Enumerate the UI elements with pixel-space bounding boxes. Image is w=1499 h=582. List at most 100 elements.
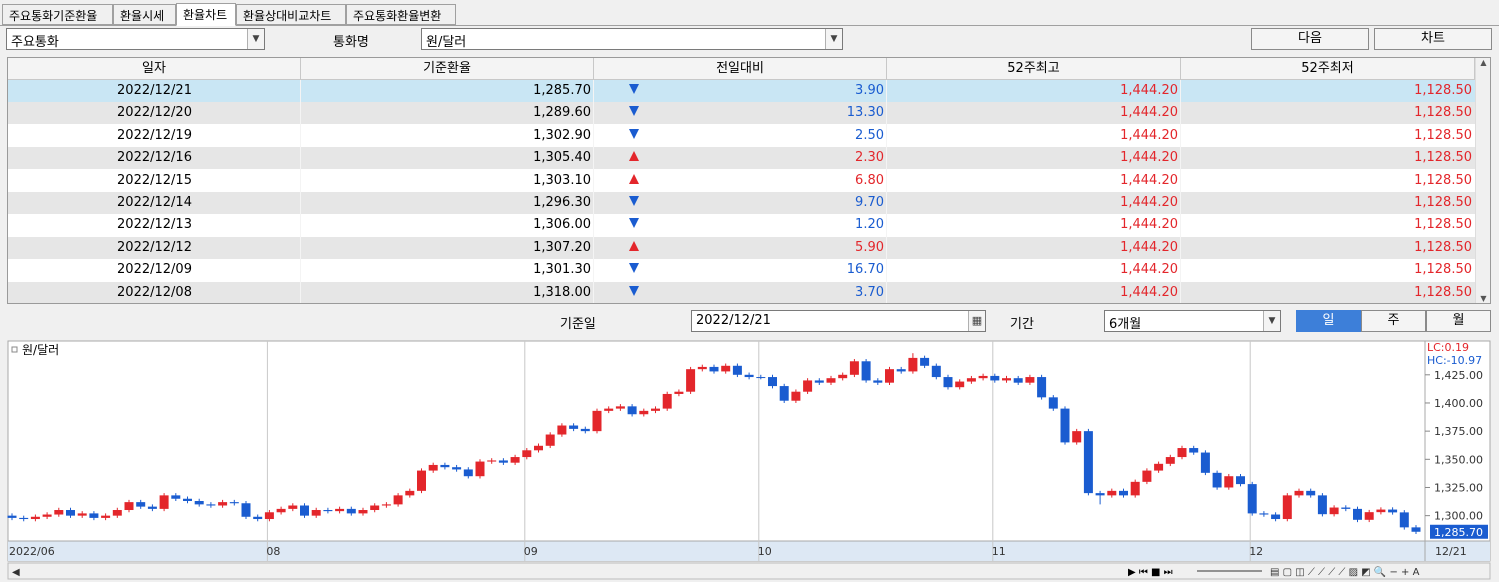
table-row[interactable] bbox=[8, 147, 1475, 170]
candle-body bbox=[1236, 476, 1245, 485]
direction-arrow bbox=[629, 196, 639, 206]
table-cell: 2022/12/15 bbox=[117, 172, 192, 188]
x-tick-label: 09 bbox=[524, 545, 538, 558]
week-button[interactable]: 주 bbox=[1361, 310, 1426, 332]
candle-body bbox=[849, 361, 859, 375]
candle-body bbox=[1376, 509, 1386, 513]
candle-body bbox=[194, 501, 204, 505]
table-cell: 2022/12/14 bbox=[117, 195, 192, 210]
chart-button[interactable]: 차트 bbox=[1374, 28, 1492, 50]
candle-body bbox=[1341, 507, 1351, 509]
candle-body bbox=[1107, 490, 1117, 496]
tab[interactable]: 환율상대비교차트 bbox=[236, 4, 346, 25]
direction-arrow bbox=[629, 128, 639, 139]
next-button[interactable]: 다음 bbox=[1251, 28, 1369, 50]
column-header: 일자 bbox=[8, 58, 301, 80]
candle-body bbox=[171, 495, 181, 499]
candle-body bbox=[1119, 490, 1128, 496]
direction-arrow bbox=[629, 151, 639, 162]
candle-body bbox=[873, 380, 883, 383]
direction-arrow bbox=[629, 240, 639, 251]
table-cell: 1,302.90 bbox=[533, 127, 591, 143]
table-cell: 1,444.20 bbox=[1120, 262, 1178, 278]
y-tick-label: 1,425.00 bbox=[1434, 369, 1483, 382]
candle-body bbox=[1095, 493, 1105, 496]
table-cell: 1,128.50 bbox=[1414, 217, 1472, 233]
tool-icons[interactable]: ▤ ▢ ◫ ⟋ ⟋ ⟋ ⟋ ▨ ◩ 🔍 − + A bbox=[1270, 565, 1420, 578]
direction-arrow bbox=[629, 84, 639, 94]
candle-body bbox=[721, 365, 731, 372]
candle-body bbox=[896, 369, 906, 372]
candle-body bbox=[77, 513, 87, 516]
candle-body bbox=[346, 508, 356, 514]
candle-body bbox=[475, 461, 485, 477]
candle-body bbox=[651, 408, 660, 411]
table-row[interactable] bbox=[8, 236, 1475, 259]
day-button[interactable]: 일 bbox=[1296, 310, 1361, 332]
table-cell: 1,128.50 bbox=[1414, 239, 1472, 255]
tab[interactable]: 환율시세 bbox=[113, 4, 176, 25]
legend-label: 원/달러 bbox=[22, 343, 59, 357]
scrollbar[interactable]: ▲ ▼ bbox=[1475, 58, 1490, 303]
candle-body bbox=[1177, 448, 1187, 458]
candle-body bbox=[803, 380, 813, 392]
direction-arrow bbox=[629, 173, 639, 184]
currency-label: 통화명 bbox=[333, 35, 369, 50]
candle-body bbox=[580, 428, 590, 432]
candle-body bbox=[1411, 527, 1421, 532]
candle-body bbox=[1025, 377, 1035, 383]
column-rule bbox=[886, 80, 887, 303]
date-input[interactable]: 2022/12/21 ▦ bbox=[691, 310, 986, 332]
candle-body bbox=[7, 515, 17, 518]
table-cell: 1,444.20 bbox=[1120, 105, 1178, 121]
period-select[interactable]: 6개월 ▼ bbox=[1104, 310, 1281, 332]
table-row[interactable] bbox=[8, 192, 1475, 214]
table-row[interactable] bbox=[8, 102, 1475, 125]
table-row[interactable] bbox=[8, 124, 1475, 147]
bottom-scrollbar[interactable] bbox=[7, 562, 1491, 580]
table-cell: 1,303.10 bbox=[533, 172, 591, 188]
candle-body bbox=[89, 513, 99, 518]
month-button[interactable]: 월 bbox=[1426, 310, 1491, 332]
candle-body bbox=[253, 516, 263, 520]
candle-body bbox=[323, 510, 333, 512]
table-row[interactable] bbox=[8, 281, 1475, 303]
tab[interactable]: 주요통화기준환율 bbox=[2, 4, 113, 25]
candle-body bbox=[276, 508, 286, 513]
candle-body bbox=[522, 450, 532, 458]
table-row[interactable] bbox=[8, 80, 1475, 102]
y-tick-label: 1,300.00 bbox=[1434, 510, 1483, 523]
period-label: 기간 bbox=[1010, 317, 1034, 332]
candle-body bbox=[498, 460, 508, 463]
group-select[interactable]: 주요통화 ▼ bbox=[6, 28, 265, 50]
table-cell: 9.70 bbox=[855, 195, 884, 210]
candle-body bbox=[709, 366, 719, 372]
column-header: 기준환율 bbox=[301, 58, 594, 80]
scroll-left[interactable]: ◀ bbox=[12, 567, 20, 578]
tab[interactable]: 주요통화환율변환 bbox=[346, 4, 456, 25]
table-row[interactable] bbox=[8, 259, 1475, 282]
candle-body bbox=[1072, 431, 1082, 443]
candle-body bbox=[955, 381, 965, 388]
table-cell: 1,318.00 bbox=[533, 284, 591, 300]
legend-swatch bbox=[11, 346, 18, 353]
candle-body bbox=[545, 434, 555, 446]
chart-controls[interactable]: ▶ ⏮ ■ ⏭ bbox=[1128, 567, 1173, 578]
candle-body bbox=[838, 374, 848, 379]
y-tick-label: 1,375.00 bbox=[1434, 425, 1483, 438]
table-row[interactable] bbox=[8, 214, 1475, 237]
x-tick-label: 12 bbox=[1249, 545, 1263, 558]
candle-body bbox=[1224, 476, 1234, 488]
currency-select[interactable]: 원/달러 ▼ bbox=[421, 28, 843, 50]
candle-body bbox=[1060, 408, 1070, 443]
table-cell: 1,128.50 bbox=[1414, 284, 1472, 300]
table-cell: 1,128.50 bbox=[1414, 172, 1472, 188]
table-cell: 1,128.50 bbox=[1414, 127, 1472, 143]
table-cell: 1,128.50 bbox=[1414, 83, 1472, 98]
table-row[interactable] bbox=[8, 169, 1475, 192]
candle-body bbox=[452, 467, 462, 470]
tab[interactable]: 환율차트 bbox=[176, 3, 236, 26]
table-cell: 1,289.60 bbox=[533, 105, 591, 121]
y-tick-label: 1,325.00 bbox=[1434, 481, 1483, 494]
